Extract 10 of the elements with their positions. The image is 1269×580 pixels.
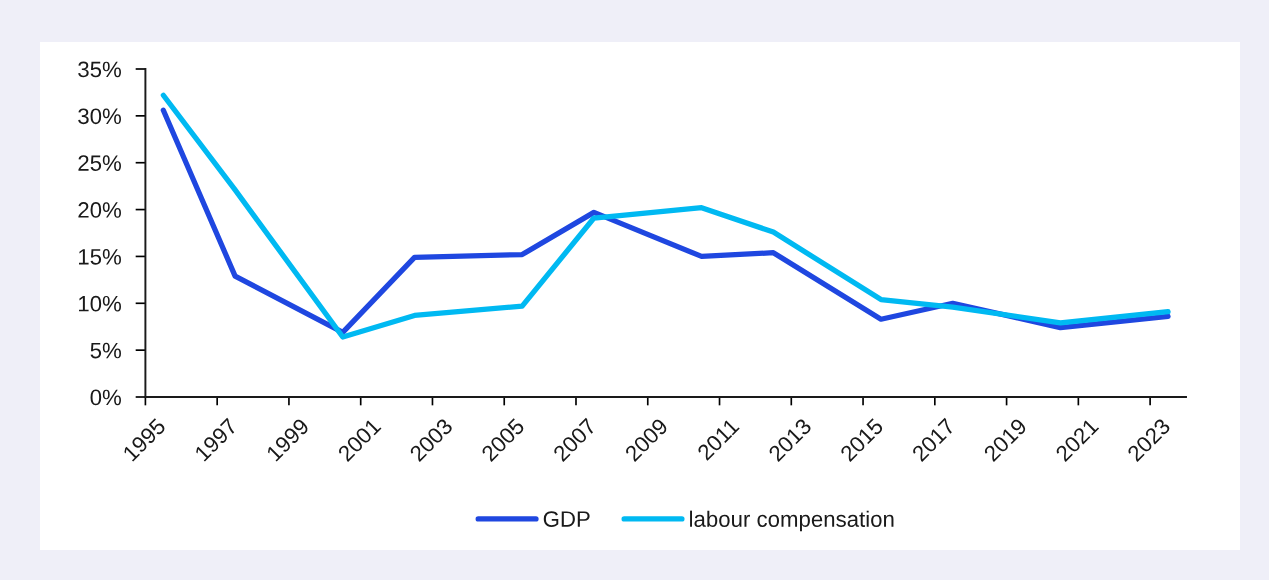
y-tick-label: 25%	[78, 155, 121, 171]
legend-label: GDP	[543, 511, 590, 527]
y-tick-label: 20%	[78, 202, 121, 218]
y-tick-label: 5%	[90, 342, 121, 359]
legend-label: labour compensation	[690, 510, 894, 532]
y-tick-label: 10%	[79, 295, 121, 312]
y-tick-label: 35%	[78, 61, 121, 78]
y-tick-label: 30%	[78, 108, 121, 125]
y-tick-label: 15%	[79, 249, 121, 265]
y-tick-label: 0%	[90, 389, 121, 406]
